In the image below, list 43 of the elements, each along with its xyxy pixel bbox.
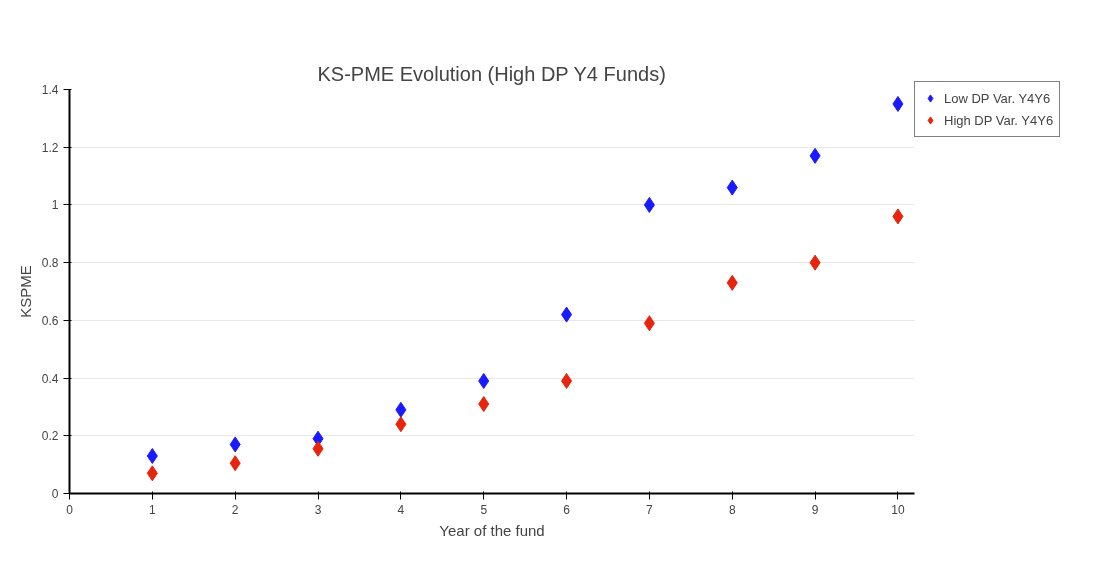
point <box>726 274 738 291</box>
x-tick-label: 6 <box>563 502 571 517</box>
y-tick-label: 1.4 <box>41 83 59 97</box>
y-tick-label: 1.2 <box>41 140 59 155</box>
y-axis-title: KSPME <box>16 265 34 318</box>
point <box>643 196 655 213</box>
point <box>561 372 573 389</box>
point <box>726 179 738 196</box>
x-tick-label: 1 <box>149 502 157 517</box>
point <box>312 440 324 457</box>
x-tick-label: 2 <box>231 502 239 517</box>
x-tick-label: 7 <box>646 502 654 517</box>
legend-label: Low DP Var. Y4Y6 <box>944 90 1051 106</box>
point <box>229 455 241 472</box>
point <box>561 306 573 323</box>
chart-title: KS-PME Evolution (High DP Y4 Funds) <box>317 62 666 85</box>
y-tick-label: 0.8 <box>41 256 59 271</box>
point <box>892 95 904 112</box>
point <box>395 416 407 433</box>
y-tick-label: 0.4 <box>41 371 59 386</box>
point <box>809 254 821 271</box>
point <box>643 315 655 332</box>
x-tick-label: 10 <box>891 502 905 517</box>
point <box>146 465 158 482</box>
x-tick-label: 8 <box>728 502 736 517</box>
x-tick-label: 4 <box>397 502 405 517</box>
point <box>478 396 490 413</box>
x-axis-title: Year of the fund <box>439 521 545 539</box>
x-tick-label: 5 <box>480 502 488 517</box>
legend-label: High DP Var. Y4Y6 <box>944 112 1054 128</box>
y-tick-label: 0.6 <box>41 313 59 328</box>
x-tick-label: 3 <box>314 502 322 517</box>
point <box>892 208 904 225</box>
point <box>229 436 241 453</box>
y-tick-label: 1 <box>51 198 59 213</box>
x-tick-label: 9 <box>811 502 819 517</box>
point <box>809 147 821 164</box>
point <box>395 401 407 418</box>
point <box>478 372 490 389</box>
y-tick-label: 0.2 <box>41 429 59 444</box>
x-tick-label: 0 <box>66 502 74 517</box>
point <box>146 447 158 464</box>
y-tick-label: 0 <box>51 487 59 501</box>
